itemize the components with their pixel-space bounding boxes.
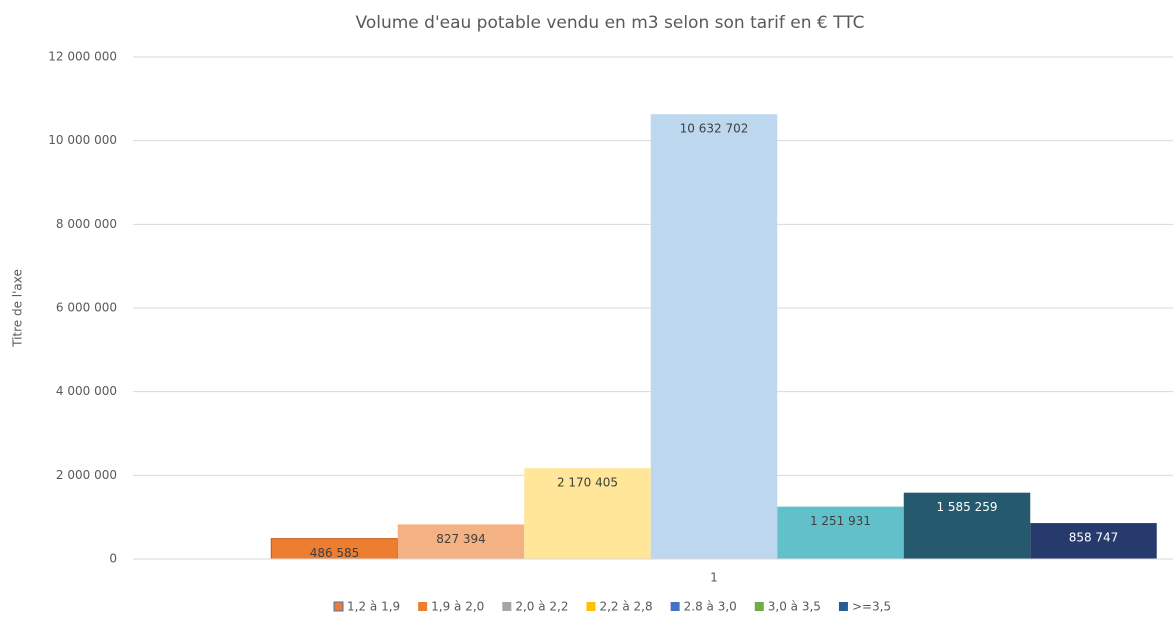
legend-label: 2,2 à 2,8 bbox=[599, 600, 652, 614]
y-axis-title: Titre de l'axe bbox=[11, 269, 25, 348]
legend-label: >=3,5 bbox=[852, 600, 891, 614]
legend-label: 2,0 à 2,2 bbox=[515, 600, 568, 614]
bar bbox=[1030, 523, 1157, 559]
y-tick-label: 4 000 000 bbox=[56, 384, 117, 398]
data-label: 827 394 bbox=[436, 532, 486, 546]
legend-swatch bbox=[502, 602, 512, 611]
data-label: 486 585 bbox=[310, 546, 360, 560]
chart-title: Volume d'eau potable vendu en m3 selon s… bbox=[356, 13, 865, 33]
legend-swatch bbox=[670, 602, 680, 611]
y-tick-label: 2 000 000 bbox=[56, 468, 117, 482]
legend-label: 2.8 à 3,0 bbox=[684, 600, 737, 614]
y-tick-label: 6 000 000 bbox=[56, 301, 117, 315]
legend-swatch bbox=[418, 602, 428, 611]
y-tick-label: 12 000 000 bbox=[48, 50, 117, 64]
bar bbox=[650, 114, 778, 559]
legend-swatch bbox=[586, 602, 596, 611]
legend-label: 1,9 à 2,0 bbox=[431, 600, 484, 614]
data-label: 858 747 bbox=[1069, 531, 1119, 545]
y-tick-label: 0 bbox=[109, 552, 117, 566]
bar bbox=[524, 468, 651, 559]
data-label: 1 585 259 bbox=[936, 500, 997, 514]
y-tick-label: 10 000 000 bbox=[48, 133, 117, 147]
legend-swatch bbox=[838, 602, 848, 611]
bar bbox=[397, 524, 525, 559]
legend-swatch bbox=[754, 602, 764, 611]
bar bbox=[777, 506, 904, 559]
legend-label: 1,2 à 1,9 bbox=[347, 600, 400, 614]
data-label: 1 251 931 bbox=[810, 514, 871, 528]
legend-swatch bbox=[333, 601, 344, 612]
legend-label: 3,0 à 3,5 bbox=[768, 600, 821, 614]
y-tick-label: 8 000 000 bbox=[56, 217, 117, 231]
data-label: 2 170 405 bbox=[557, 476, 618, 490]
data-label: 10 632 702 bbox=[680, 122, 749, 136]
bar bbox=[903, 492, 1031, 559]
x-tick-label: 1 bbox=[710, 571, 718, 585]
